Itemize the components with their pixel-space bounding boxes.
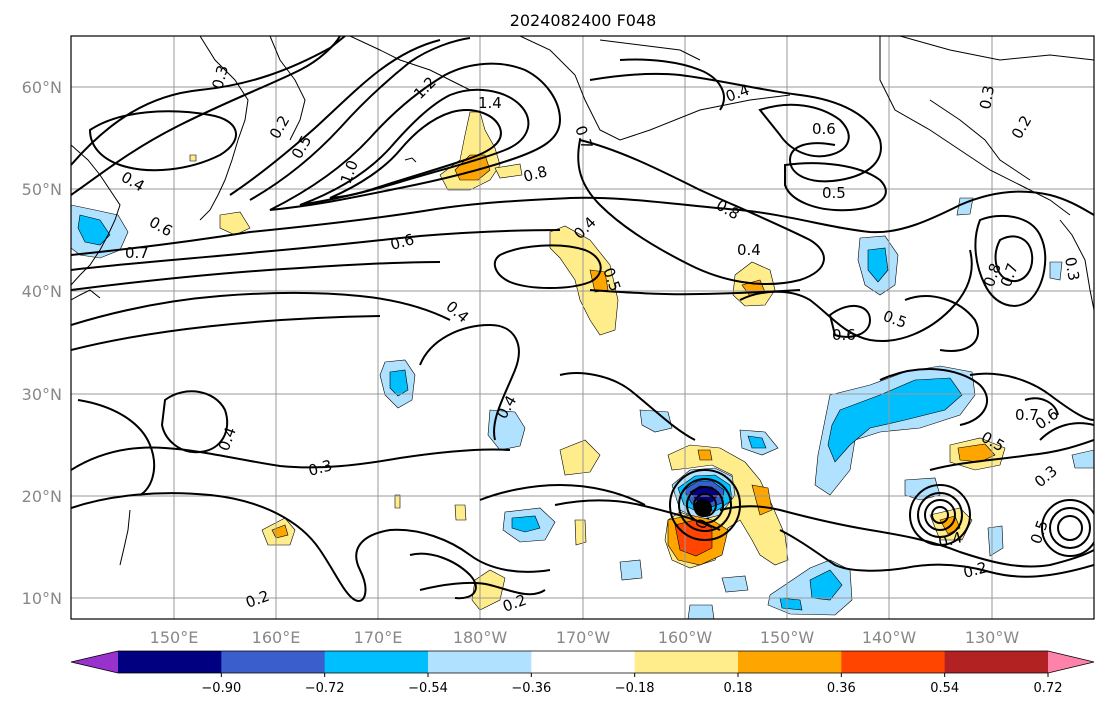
contour-label: 0.5 [822,184,846,202]
colorbar-swatch [944,651,1049,673]
storm-center-marker [694,499,712,517]
lon-label: 170°W [556,628,611,647]
contour-label: 0.4 [737,241,761,259]
lon-label: 150°W [760,628,815,647]
colorbar-tick-label: −0.90 [201,681,241,696]
colorbar-swatch [221,651,326,673]
lat-label: 60°N [22,78,62,97]
colorbar-swatch [634,651,739,673]
contour-label: 0.6 [388,230,416,254]
contour-label: 0.3 [208,63,232,91]
contour-label: 0.3 [306,456,334,480]
coastlines [71,36,1094,566]
colorbar-swatch [428,651,532,673]
lat-label: 40°N [22,282,62,301]
lat-label: 20°N [22,487,62,506]
colorbar-swatch [841,651,946,673]
colorbar-swatch [324,651,429,673]
colorbar-tick-label: −0.36 [511,681,551,696]
colorbar-tick-label: −0.72 [305,681,345,696]
colorbar-outline [70,650,1095,674]
colorbar-extend-high [1048,651,1094,673]
colorbar-tick-label: −0.18 [615,681,655,696]
map-area: 0.3 0.2 0.4 0.6 0.7 0.5 1.0 1.2 1.4 0.8 … [71,36,1094,619]
lon-label: 160°E [252,628,301,647]
colorbar-tick-label: −0.54 [408,681,448,696]
contour-label: 0.6 [832,326,856,344]
lat-label: 30°N [22,385,62,404]
longitude-labels: 150°E 160°E 170°E 180°W 170°W 160°W 150°… [150,628,1020,647]
lon-label: 150°E [150,628,199,647]
lat-label: 10°N [22,589,62,608]
latitude-labels: 60°N 50°N 40°N 30°N 20°N 10°N [22,78,62,608]
colorbar-swatch [118,651,222,673]
contour-label: 0.8 [521,162,549,186]
colorbar-tick-label: 0.72 [1034,681,1063,696]
contour-label: 0.3 [1061,256,1083,283]
contour-label: 0.7 [125,244,149,262]
colorbar-swatch [531,651,636,673]
map-frame [70,35,1095,620]
colorbar-tick-label: 0.18 [724,681,753,696]
contour-label: 0.7 [1015,406,1039,424]
lon-label: 160°W [658,628,713,647]
contour-label: 1.4 [478,94,502,112]
lon-label: 140°W [862,628,917,647]
lon-label: 180°W [453,628,508,647]
colorbar-swatch [738,651,842,673]
colorbar-extend-low [71,651,118,673]
colorbar-tick-label: 0.54 [930,681,959,696]
lat-label: 50°N [22,180,62,199]
lon-label: 130°W [965,628,1020,647]
contour-label: 0.2 [961,558,989,582]
contour-label: 0.4 [936,528,964,552]
lon-label: 170°E [354,628,403,647]
colorbar-tick-label: 0.36 [827,681,856,696]
contour-label: 0.6 [812,120,836,138]
contour-label: 0.3 [976,84,998,111]
colorbar: −0.90 −0.72 −0.54 −0.36 −0.18 0.18 0.36 0.54 0.7… [70,650,1095,696]
map-title: 2024082400 F048 [510,11,657,30]
contour-lines [71,36,1094,602]
